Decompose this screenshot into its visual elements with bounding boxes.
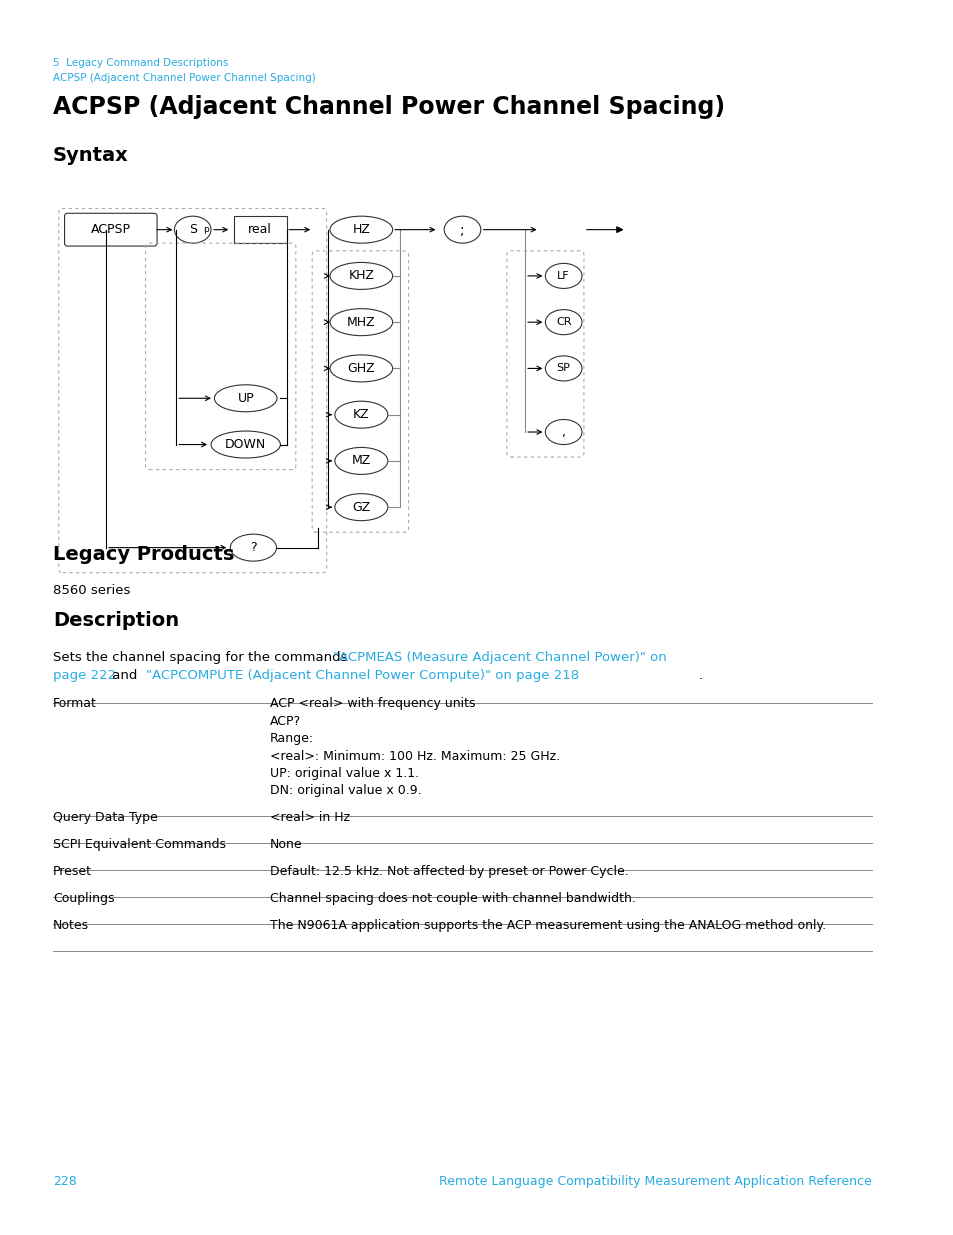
Ellipse shape: [330, 309, 393, 336]
Text: Legacy Products: Legacy Products: [53, 545, 234, 564]
Text: CR: CR: [556, 317, 571, 327]
Text: None: None: [270, 839, 302, 851]
Text: Preset: Preset: [53, 866, 91, 878]
Text: UP: original value x 1.1.: UP: original value x 1.1.: [270, 767, 418, 779]
Ellipse shape: [330, 354, 393, 382]
Text: UP: UP: [237, 391, 253, 405]
Text: page 222: page 222: [53, 668, 116, 682]
Ellipse shape: [545, 310, 581, 335]
Text: .: .: [698, 668, 702, 682]
Text: real: real: [248, 224, 272, 236]
Text: ACPSP (Adjacent Channel Power Channel Spacing): ACPSP (Adjacent Channel Power Channel Sp…: [53, 73, 315, 83]
FancyBboxPatch shape: [65, 214, 157, 246]
Ellipse shape: [545, 420, 581, 445]
Ellipse shape: [545, 356, 581, 380]
Text: Notes: Notes: [53, 919, 89, 932]
Text: p: p: [203, 225, 209, 233]
Text: LF: LF: [557, 270, 569, 280]
Text: 8560 series: 8560 series: [53, 584, 131, 597]
Text: ACPSP: ACPSP: [91, 224, 131, 236]
Text: MZ: MZ: [352, 454, 371, 467]
Text: GHZ: GHZ: [347, 362, 375, 375]
Text: ,: ,: [561, 426, 565, 438]
Text: ACP <real> with frequency units: ACP <real> with frequency units: [270, 698, 475, 710]
Ellipse shape: [230, 535, 276, 561]
Text: KZ: KZ: [353, 409, 369, 421]
Text: Format: Format: [53, 698, 97, 710]
Text: DN: original value x 0.9.: DN: original value x 0.9.: [270, 784, 421, 798]
Text: ACP?: ACP?: [270, 715, 300, 727]
Text: Remote Language Compatibility Measurement Application Reference: Remote Language Compatibility Measuremen…: [438, 1176, 871, 1188]
Ellipse shape: [335, 401, 388, 429]
Ellipse shape: [545, 263, 581, 289]
Text: <real>: Minimum: 100 Hz. Maximum: 25 GHz.: <real>: Minimum: 100 Hz. Maximum: 25 GHz…: [270, 750, 559, 762]
Text: Description: Description: [53, 610, 179, 630]
Text: Couplings: Couplings: [53, 892, 114, 905]
Ellipse shape: [444, 216, 480, 243]
Text: Query Data Type: Query Data Type: [53, 811, 157, 824]
Text: "ACPMEAS (Measure Adjacent Channel Power)" on: "ACPMEAS (Measure Adjacent Channel Power…: [333, 651, 666, 664]
Text: ?: ?: [250, 541, 256, 555]
Text: ;: ;: [459, 222, 464, 237]
Text: SCPI Equivalent Commands: SCPI Equivalent Commands: [53, 839, 226, 851]
Text: Range:: Range:: [270, 732, 314, 745]
Text: HZ: HZ: [352, 224, 370, 236]
Text: KHZ: KHZ: [348, 269, 374, 283]
Text: "ACPCOMPUTE (Adjacent Channel Power Compute)" on page 218: "ACPCOMPUTE (Adjacent Channel Power Comp…: [147, 668, 579, 682]
Text: Sets the channel spacing for the commands: Sets the channel spacing for the command…: [53, 651, 352, 664]
Ellipse shape: [330, 262, 393, 289]
Ellipse shape: [174, 216, 211, 243]
Text: and: and: [108, 668, 141, 682]
Text: Channel spacing does not couple with channel bandwidth.: Channel spacing does not couple with cha…: [270, 892, 635, 905]
Text: MHZ: MHZ: [347, 316, 375, 329]
Ellipse shape: [335, 494, 388, 521]
Ellipse shape: [211, 431, 280, 458]
Text: ACPSP (Adjacent Channel Power Channel Spacing): ACPSP (Adjacent Channel Power Channel Sp…: [53, 95, 724, 119]
Text: 228: 228: [53, 1176, 76, 1188]
Ellipse shape: [335, 447, 388, 474]
Text: Default: 12.5 kHz. Not affected by preset or Power Cycle.: Default: 12.5 kHz. Not affected by prese…: [270, 866, 628, 878]
Text: <real> in Hz: <real> in Hz: [270, 811, 350, 824]
Text: 5  Legacy Command Descriptions: 5 Legacy Command Descriptions: [53, 58, 228, 68]
Text: SP: SP: [557, 363, 570, 373]
Text: DOWN: DOWN: [225, 438, 266, 451]
Text: The N9061A application supports the ACP measurement using the ANALOG method only: The N9061A application supports the ACP …: [270, 919, 825, 932]
FancyBboxPatch shape: [233, 216, 286, 243]
Ellipse shape: [214, 385, 276, 411]
Text: Syntax: Syntax: [53, 146, 129, 165]
Text: S: S: [189, 224, 196, 236]
Ellipse shape: [330, 216, 393, 243]
Text: GZ: GZ: [352, 500, 370, 514]
